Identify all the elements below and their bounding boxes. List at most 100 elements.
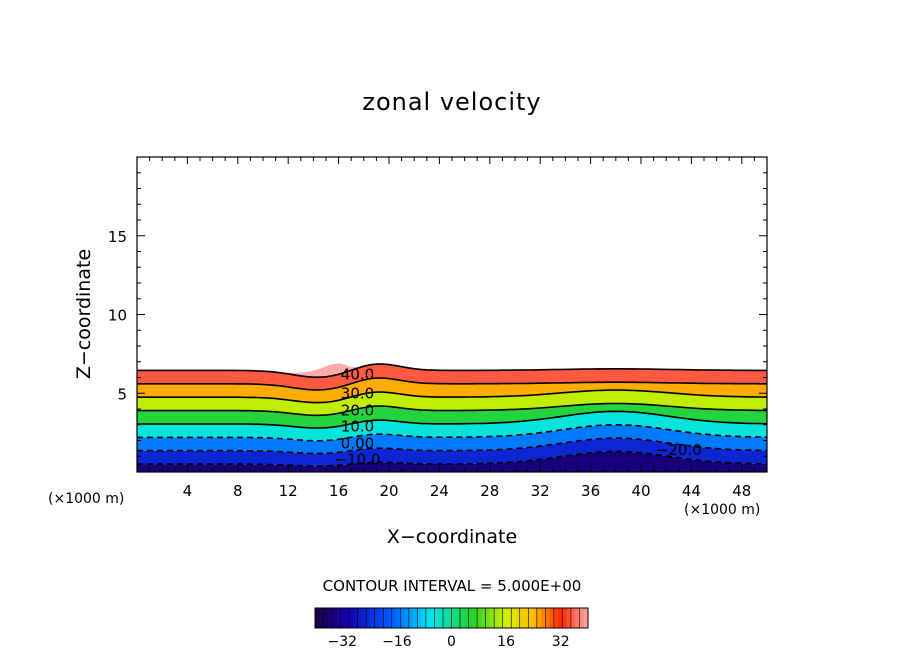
colorbar-swatch — [515, 608, 521, 628]
contour-line — [137, 437, 768, 455]
colorbar-swatch — [353, 608, 359, 628]
x-tick-label: 20 — [379, 482, 398, 500]
colorbar-swatch — [383, 608, 389, 628]
filled-contours — [137, 363, 767, 472]
x-tick-label: 16 — [329, 482, 348, 500]
colorbar-swatch — [575, 608, 580, 628]
colorbar-swatch — [374, 608, 380, 628]
contour-line — [137, 363, 767, 378]
x-axis-label: X−coordinate — [386, 526, 518, 548]
contour-band — [137, 411, 767, 441]
contour-line — [137, 410, 768, 429]
contour-lines — [137, 363, 768, 467]
colorbar-swatch — [447, 608, 452, 628]
colorbar-swatch — [532, 608, 538, 628]
x-tick-label: 28 — [480, 482, 499, 500]
colorbar-swatch — [460, 608, 465, 628]
x-tick-label: 12 — [279, 482, 298, 500]
colorbar-swatch — [524, 608, 529, 628]
contour-label: −10.0 — [335, 450, 381, 468]
z-unit-label: (×1000 m) — [684, 502, 761, 518]
y-tick-label: 15 — [108, 228, 127, 246]
colorbar-tick-label: −16 — [382, 634, 412, 650]
contour-line — [137, 402, 767, 417]
colorbar-swatch — [506, 608, 512, 628]
colorbar-swatch — [425, 608, 431, 628]
colorbar-swatch — [344, 608, 350, 628]
colorbar-swatch — [404, 608, 410, 628]
colorbar-swatch — [545, 608, 551, 628]
colorbar-tick-label: 16 — [497, 634, 515, 650]
y-tick-label: 10 — [108, 307, 127, 325]
x-tick-label: 32 — [531, 482, 550, 500]
colorbar-swatch — [451, 608, 457, 628]
colorbar-swatch — [391, 608, 397, 628]
x-tick-label: 40 — [631, 482, 650, 500]
colorbar-swatch — [349, 608, 354, 628]
contour-band — [137, 438, 767, 467]
colorbar-swatch — [378, 608, 384, 628]
colorbar-swatch — [498, 608, 504, 628]
colorbar-swatch — [570, 608, 576, 628]
colorbar: −32 −16 0 16 32 — [314, 607, 589, 650]
colorbar-swatch — [464, 608, 470, 628]
colorbar-swatch — [549, 608, 555, 628]
contour-band — [137, 424, 767, 454]
colorbar-tick-label: −32 — [328, 634, 358, 650]
contour-line — [137, 377, 767, 391]
contour-interval-note: CONTOUR INTERVAL = 5.000E+00 — [322, 577, 582, 595]
contour-label: 40.0 — [341, 365, 374, 383]
x-tick-label: 36 — [581, 482, 600, 500]
contour-label: 10.0 — [341, 417, 374, 435]
colorbar-swatch — [541, 608, 546, 628]
colorbar-swatch — [396, 608, 401, 628]
colorbar-swatch — [477, 608, 482, 628]
colorbar-swatch — [442, 608, 448, 628]
contour-line — [137, 424, 768, 442]
colorbar-swatch — [332, 608, 337, 628]
colorbar-swatch — [357, 608, 363, 628]
colorbar-swatch — [494, 608, 499, 628]
colorbar-swatch — [553, 608, 559, 628]
colorbar-swatch — [579, 608, 585, 628]
colorbar-swatch — [408, 608, 414, 628]
x-tick-label: 48 — [732, 482, 751, 500]
colorbar-swatch — [387, 608, 393, 628]
colorbar-swatch — [536, 608, 542, 628]
y-tick-label: 5 — [117, 385, 127, 403]
x-tick-label: 8 — [233, 482, 243, 500]
colorbar-swatch — [528, 608, 534, 628]
colorbar-swatch — [583, 608, 589, 628]
colorbar-swatch — [361, 608, 367, 628]
colorbar-frame — [314, 607, 589, 629]
contour-band — [137, 390, 767, 416]
colorbar-swatch — [430, 608, 435, 628]
contour-band — [137, 364, 767, 390]
colorbar-swatch — [472, 608, 478, 628]
chart-title: zonal velocity — [362, 88, 542, 116]
contour-labels: 40.030.020.010.00.00−10.0 −20.0 — [335, 365, 702, 468]
colorbar-swatch — [468, 608, 474, 628]
colorbar-swatch — [489, 608, 495, 628]
contour-line — [137, 450, 768, 467]
colorbar-swatch — [511, 608, 516, 628]
x-tick-label: 44 — [682, 482, 701, 500]
colorbar-swatch — [434, 608, 440, 628]
contour-label: 30.0 — [341, 384, 374, 402]
colorbar-swatch — [519, 608, 525, 628]
contour-label: 0.00 — [341, 435, 374, 453]
colorbar-swatch — [400, 608, 406, 628]
colorbar-swatch — [562, 608, 568, 628]
contour-band — [137, 403, 767, 428]
colorbar-swatch — [566, 608, 572, 628]
colorbar-swatch — [455, 608, 461, 628]
contour-line — [137, 389, 768, 404]
colorbar-swatch — [502, 608, 508, 628]
colorbar-swatch — [319, 608, 325, 628]
colorbar-swatch — [413, 608, 418, 628]
colorbar-swatch — [336, 608, 342, 628]
colorbar-tick-label: 0 — [447, 634, 456, 650]
x-tick-label: 4 — [183, 482, 193, 500]
colorbar-swatch — [327, 608, 333, 628]
